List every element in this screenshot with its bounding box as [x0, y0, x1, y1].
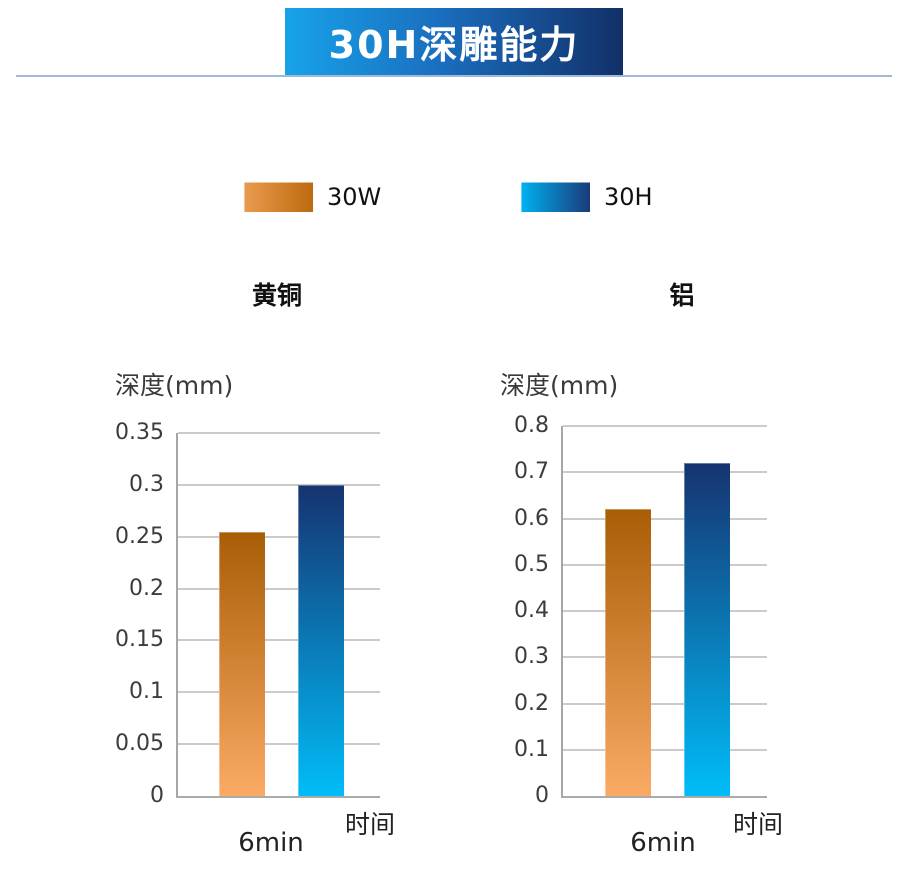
bar-30w — [219, 531, 265, 796]
legend-label-30w: 30W — [327, 183, 382, 211]
gridline — [178, 587, 380, 590]
y-tick-label: 0.2 — [129, 575, 164, 601]
gridline — [178, 639, 380, 642]
gridline — [563, 656, 767, 659]
legend-item-30h: 30H — [521, 182, 653, 212]
y-tick-label: 0.15 — [115, 627, 164, 653]
y-tick-label: 0.8 — [514, 413, 549, 438]
gridline — [178, 691, 380, 694]
plot-area-aluminum: 0.8 0.7 0.6 0.5 0.4 0.3 0.2 0.1 0 — [514, 413, 767, 808]
gridline — [563, 563, 767, 566]
y-tick-label: 0.1 — [514, 736, 549, 762]
title-divider — [16, 75, 892, 77]
gridline — [563, 610, 767, 612]
x-category-label: 6min — [630, 828, 696, 858]
bar-30h — [684, 463, 730, 796]
y-tick-label: 0.25 — [115, 523, 164, 549]
gridline — [178, 535, 380, 538]
bar-30h — [298, 484, 344, 796]
legend-item-30w: 30W — [244, 182, 381, 212]
gridline — [563, 517, 767, 520]
gridline — [563, 702, 767, 705]
legend-swatch-30w — [244, 182, 313, 212]
y-tick-label: 0.35 — [115, 420, 164, 445]
page-title: 30H深雕能力 — [328, 23, 580, 67]
y-tick-label: 0.3 — [514, 644, 549, 670]
x-axis-title: 时间 — [345, 810, 396, 839]
x-axis-title: 时间 — [733, 810, 784, 839]
chart-subtitle-aluminum: 铝 — [669, 281, 695, 310]
gridline — [178, 432, 380, 434]
page-title-banner: 30H深雕能力 — [285, 8, 623, 75]
legend-swatch-30h — [521, 182, 590, 212]
y-tick-label: 0.2 — [514, 690, 549, 716]
y-tick-label: 0.1 — [129, 679, 164, 705]
y-tick-label: 0 — [150, 783, 164, 808]
bar-30w — [605, 509, 651, 796]
gridline — [178, 483, 380, 486]
gridline — [563, 471, 767, 474]
y-tick-label: 0.4 — [514, 598, 549, 623]
gridline — [178, 743, 380, 746]
y-tick-label: 0.05 — [115, 731, 164, 757]
legend-label-30h: 30H — [604, 183, 653, 211]
gridline — [563, 425, 767, 427]
y-tick-label: 0.7 — [514, 459, 549, 485]
x-category-label: 6min — [238, 828, 304, 858]
y-tick-label: 0.3 — [129, 471, 164, 497]
y-tick-label: 0.6 — [514, 505, 549, 531]
y-axis-title: 深度(mm) — [115, 371, 234, 400]
y-tick-label: 0.5 — [514, 551, 549, 577]
chart-subtitle-brass: 黄铜 — [251, 281, 302, 310]
gridline — [563, 748, 767, 751]
y-tick-label: 0 — [535, 783, 549, 808]
y-axis-title: 深度(mm) — [500, 371, 619, 400]
plot-area-brass: 0.35 0.3 0.25 0.2 0.15 0.1 0.05 0 — [115, 420, 380, 808]
